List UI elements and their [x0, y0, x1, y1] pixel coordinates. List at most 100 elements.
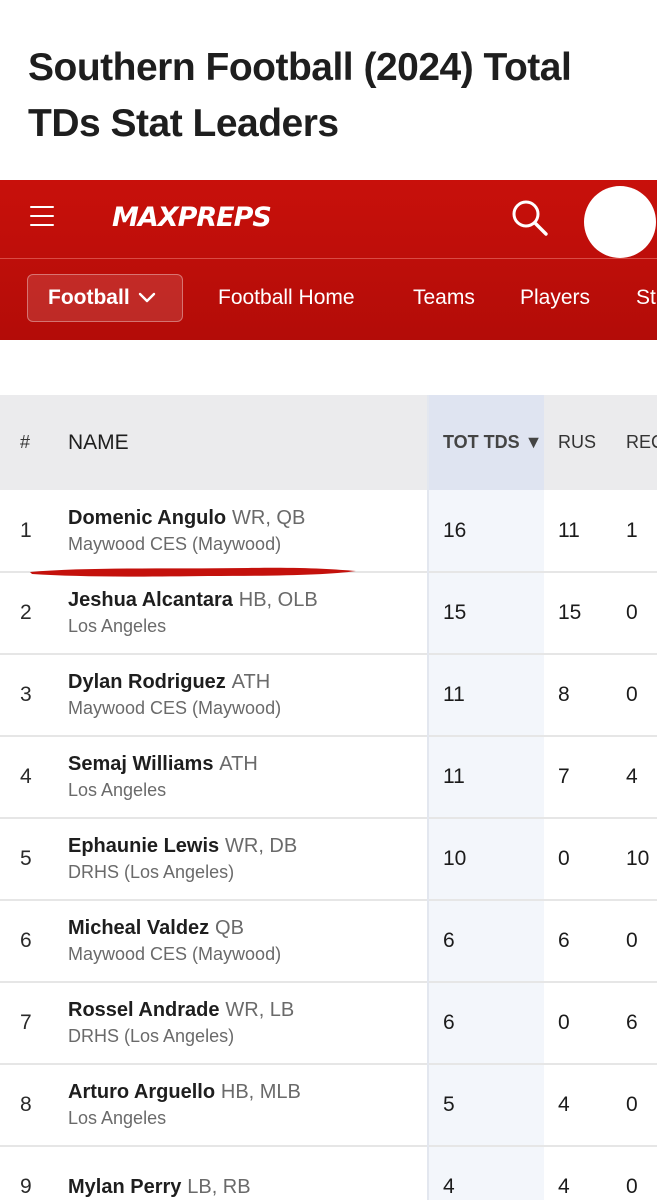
table-row[interactable]: 4 Semaj Williams ATH Los Angeles 11 7 4 [0, 736, 657, 818]
hamburger-menu-icon[interactable] [30, 206, 54, 228]
nav-link-players[interactable]: Players [520, 286, 591, 309]
stat-leaders-table-container: # NAME TOT TDS ▼ RUS REC 1 Domenic Angul… [0, 395, 657, 1200]
rus-cell: 0 [558, 1011, 570, 1034]
rec-cell: 0 [626, 601, 638, 624]
table-row[interactable]: 2 Jeshua Alcantara HB, OLB Los Angeles 1… [0, 572, 657, 654]
player-name-link[interactable]: Arturo Arguello [68, 1081, 216, 1103]
nav-link-teams[interactable]: Teams [413, 286, 475, 309]
player-name-link[interactable]: Micheal Valdez [68, 917, 210, 939]
stat-leaders-table: # NAME TOT TDS ▼ RUS REC 1 Domenic Angul… [0, 395, 657, 1200]
rus-cell: 4 [558, 1175, 570, 1198]
rec-cell: 4 [626, 765, 638, 788]
tot-tds-cell: 11 [427, 736, 544, 818]
player-cell: Dylan Rodriguez ATH Maywood CES (Maywood… [68, 654, 428, 736]
player-school[interactable]: Los Angeles [68, 1108, 167, 1128]
table-row[interactable]: 5 Ephaunie Lewis WR, DB DRHS (Los Angele… [0, 818, 657, 900]
rus-cell: 0 [558, 847, 570, 870]
sport-selector-label: Football [48, 286, 130, 309]
rank-cell: 5 [20, 847, 32, 870]
rank-cell: 8 [20, 1093, 32, 1116]
player-name-link[interactable]: Dylan Rodriguez [68, 671, 226, 693]
rank-cell: 7 [20, 1011, 32, 1034]
sport-selector-dropdown[interactable]: Football [27, 274, 183, 322]
rus-cell: 4 [558, 1093, 570, 1116]
table-row[interactable]: 1 Domenic Angulo WR, QB Maywood CES (May… [0, 490, 657, 572]
player-name-link[interactable]: Ephaunie Lewis [68, 835, 220, 857]
player-name-link[interactable]: Domenic Angulo [68, 506, 227, 529]
tot-tds-cell: 15 [427, 572, 544, 654]
player-cell: Jeshua Alcantara HB, OLB Los Angeles [68, 572, 428, 654]
rank-cell: 1 [20, 518, 32, 542]
player-cell: Semaj Williams ATH Los Angeles [68, 736, 428, 818]
nav-link-football-home[interactable]: Football Home [218, 286, 355, 309]
rus-cell: 8 [558, 683, 570, 706]
rank-cell: 9 [20, 1175, 32, 1198]
rus-cell: 15 [558, 601, 582, 624]
rus-column-header[interactable]: RUS [558, 432, 597, 452]
player-name-link[interactable]: Jeshua Alcantara [68, 589, 233, 611]
name-column-header[interactable]: NAME [68, 430, 129, 454]
player-school[interactable]: Maywood CES (Maywood) [68, 944, 282, 964]
rec-cell: 0 [626, 683, 638, 706]
player-school[interactable]: DRHS (Los Angeles) [68, 862, 235, 882]
player-position: WR, LB [225, 999, 295, 1021]
player-position: WR, QB [232, 506, 306, 529]
tot-tds-cell: 6 [427, 900, 544, 982]
chevron-down-icon [138, 292, 155, 303]
player-school[interactable]: Los Angeles [68, 616, 167, 636]
player-name-link[interactable]: Semaj Williams [68, 753, 214, 775]
rec-cell: 0 [626, 1093, 638, 1116]
player-position: ATH [219, 753, 258, 775]
table-header-row: # NAME TOT TDS ▼ RUS REC [0, 395, 657, 490]
tot-tds-cell: 11 [427, 654, 544, 736]
site-header: MAXPREPS Football Football Home Teams Pl… [0, 180, 657, 340]
player-school[interactable]: Maywood CES (Maywood) [68, 533, 282, 554]
top-bar: MAXPREPS [0, 180, 657, 259]
player-cell: Mylan Perry LB, RB [68, 1146, 428, 1200]
table-row[interactable]: 6 Micheal Valdez QB Maywood CES (Maywood… [0, 900, 657, 982]
player-cell: Arturo Arguello HB, MLB Los Angeles [68, 1064, 428, 1146]
player-position: WR, DB [225, 835, 298, 857]
table-row[interactable]: 8 Arturo Arguello HB, MLB Los Angeles 5 … [0, 1064, 657, 1146]
player-cell: Ephaunie Lewis WR, DB DRHS (Los Angeles) [68, 818, 428, 900]
rus-cell: 6 [558, 929, 570, 952]
tot-tds-cell: 6 [427, 982, 544, 1064]
rec-cell: 1 [626, 518, 638, 542]
rank-cell: 6 [20, 929, 32, 952]
rec-column-header[interactable]: REC [626, 432, 657, 452]
rus-cell: 11 [558, 518, 580, 542]
search-icon[interactable] [510, 198, 550, 238]
tot-tds-column-header[interactable]: TOT TDS ▼ [427, 395, 544, 490]
player-position: LB, RB [187, 1176, 251, 1198]
page-title: Southern Football (2024) Total TDs Stat … [28, 46, 572, 145]
player-school[interactable]: Maywood CES (Maywood) [68, 698, 282, 718]
player-position: ATH [231, 671, 271, 693]
table-row[interactable]: 9 Mylan Perry LB, RB 4 4 0 [0, 1146, 657, 1200]
tot-tds-cell: 16 [427, 490, 544, 572]
rec-cell: 0 [626, 929, 638, 952]
player-position: HB, MLB [220, 1081, 301, 1103]
rus-cell: 7 [558, 765, 570, 788]
nav-link-stats[interactable]: St [636, 286, 656, 309]
player-cell: Domenic Angulo WR, QB Maywood CES (Maywo… [68, 490, 428, 572]
player-school[interactable]: DRHS (Los Angeles) [68, 1026, 235, 1046]
rank-cell: 2 [20, 601, 32, 624]
tot-tds-cell: 10 [427, 818, 544, 900]
rec-cell: 10 [626, 847, 650, 870]
player-name-link[interactable]: Rossel Andrade [68, 999, 220, 1021]
sport-nav-bar: Football Football Home Teams Players St [0, 258, 657, 340]
tot-tds-cell: 4 [427, 1146, 544, 1200]
rank-column-header: # [20, 432, 31, 452]
player-cell: Rossel Andrade WR, LB DRHS (Los Angeles) [68, 982, 428, 1064]
user-avatar[interactable] [584, 186, 656, 258]
player-position: QB [215, 917, 244, 939]
player-school[interactable]: Los Angeles [68, 780, 167, 800]
rec-cell: 0 [626, 1175, 638, 1198]
table-row[interactable]: 3 Dylan Rodriguez ATH Maywood CES (Maywo… [0, 654, 657, 736]
tot-tds-cell: 5 [427, 1064, 544, 1146]
player-position: HB, OLB [238, 589, 318, 611]
maxpreps-logo[interactable]: MAXPREPS [112, 202, 272, 233]
player-name-link[interactable]: Mylan Perry [68, 1176, 182, 1198]
table-row[interactable]: 7 Rossel Andrade WR, LB DRHS (Los Angele… [0, 982, 657, 1064]
player-cell: Micheal Valdez QB Maywood CES (Maywood) [68, 900, 428, 982]
